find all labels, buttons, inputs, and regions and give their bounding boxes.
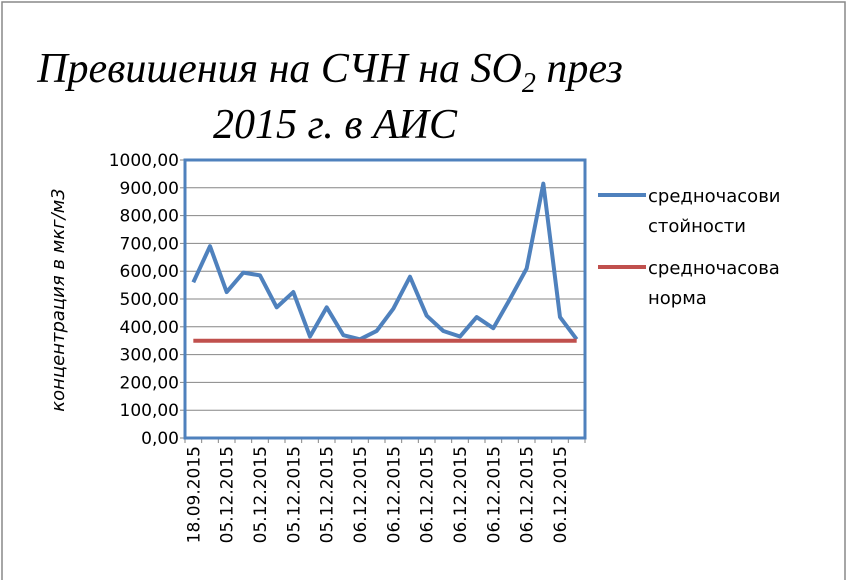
x-tick-label: 05.12.2015	[284, 446, 304, 543]
title-text: през	[536, 46, 623, 92]
title-text: Превишения на СЧН на SO	[36, 46, 522, 92]
y-tick-label: 300,00	[120, 346, 179, 366]
x-tick-label: 06.12.2015	[484, 446, 504, 543]
title-subscript: 2	[522, 68, 536, 99]
x-tick-label: 06.12.2015	[451, 446, 471, 543]
y-tick-label: 800,00	[120, 207, 179, 227]
legend-label: средночасова норма	[648, 258, 780, 309]
legend-label: средночасови стойности	[648, 186, 781, 237]
y-tick-label: 500,00	[120, 290, 179, 310]
y-tick-label: 1000,00	[109, 151, 179, 171]
plot-border	[183, 158, 587, 440]
chart-title: 2015 г. в АИС	[213, 102, 458, 148]
legend-label-line: средночасови	[648, 186, 781, 207]
y-tick-label: 700,00	[120, 234, 179, 254]
x-tick-label: 18.09.2015	[184, 446, 204, 543]
legend-label-line: средночасова	[648, 258, 780, 279]
y-tick-label: 0,00	[141, 429, 179, 449]
x-tick-label: 06.12.2015	[351, 446, 371, 543]
x-tick-label: 05.12.2015	[218, 446, 238, 543]
legend-label-line: стойности	[648, 216, 746, 237]
y-tick-label: 600,00	[120, 262, 179, 282]
y-tick-label: 100,00	[120, 401, 179, 421]
x-tick-label: 06.12.2015	[551, 446, 571, 543]
y-tick-label: 200,00	[120, 373, 179, 393]
y-tick-label: 900,00	[120, 179, 179, 199]
x-tick-label: 06.12.2015	[518, 446, 538, 543]
x-tick-label: 05.12.2015	[318, 446, 338, 543]
y-axis-label: концентрация в мкг/м3	[48, 188, 69, 412]
x-tick-label: 06.12.2015	[418, 446, 438, 543]
line-series	[191, 181, 579, 342]
y-tick-label: 400,00	[120, 318, 179, 338]
legend-label-line: норма	[648, 288, 707, 309]
x-tick-label: 06.12.2015	[384, 446, 404, 543]
chart-title: Превишения на СЧН на SO2 през	[36, 46, 623, 99]
x-tick-label: 05.12.2015	[251, 446, 271, 543]
